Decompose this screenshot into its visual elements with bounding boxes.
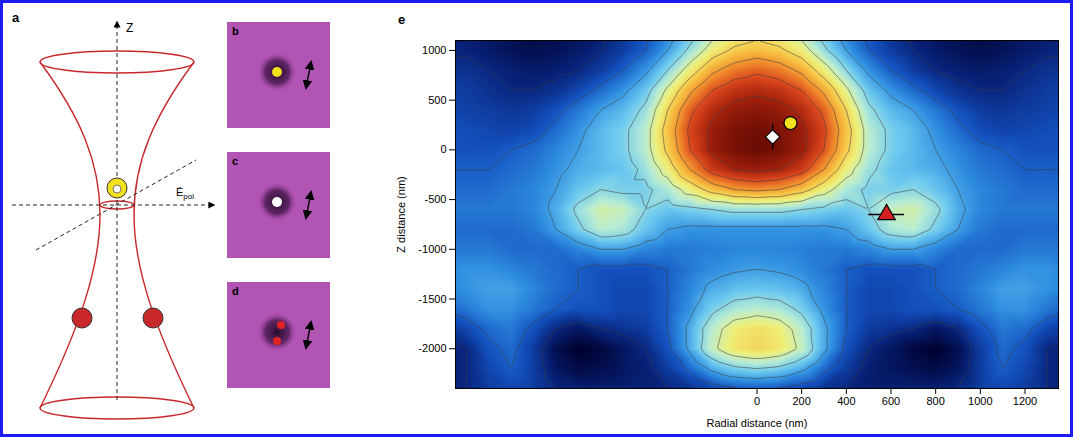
svg-text:a: a bbox=[12, 10, 20, 25]
svg-text:d: d bbox=[232, 285, 239, 297]
svg-text:1200: 1200 bbox=[1013, 395, 1037, 407]
svg-text:Z distance (nm): Z distance (nm) bbox=[395, 176, 407, 252]
svg-text:Radial distance (nm): Radial distance (nm) bbox=[707, 417, 808, 429]
svg-text:b: b bbox=[232, 25, 239, 37]
svg-text:600: 600 bbox=[882, 395, 900, 407]
svg-text:500: 500 bbox=[428, 94, 446, 106]
svg-text:200: 200 bbox=[792, 395, 810, 407]
svg-text:400: 400 bbox=[837, 395, 855, 407]
svg-text:1000: 1000 bbox=[968, 395, 992, 407]
svg-text:0: 0 bbox=[754, 395, 760, 407]
svg-text:e: e bbox=[398, 12, 405, 27]
svg-text:-2000: -2000 bbox=[418, 342, 446, 354]
svg-text:1000: 1000 bbox=[422, 44, 446, 56]
svg-text:Z: Z bbox=[126, 21, 133, 35]
svg-text:0: 0 bbox=[440, 143, 446, 155]
svg-text:Ēpol: Ēpol bbox=[176, 186, 194, 201]
svg-text:-500: -500 bbox=[424, 193, 446, 205]
svg-text:c: c bbox=[232, 155, 238, 167]
svg-text:800: 800 bbox=[926, 395, 944, 407]
svg-text:-1000: -1000 bbox=[418, 243, 446, 255]
svg-text:-1500: -1500 bbox=[418, 293, 446, 305]
